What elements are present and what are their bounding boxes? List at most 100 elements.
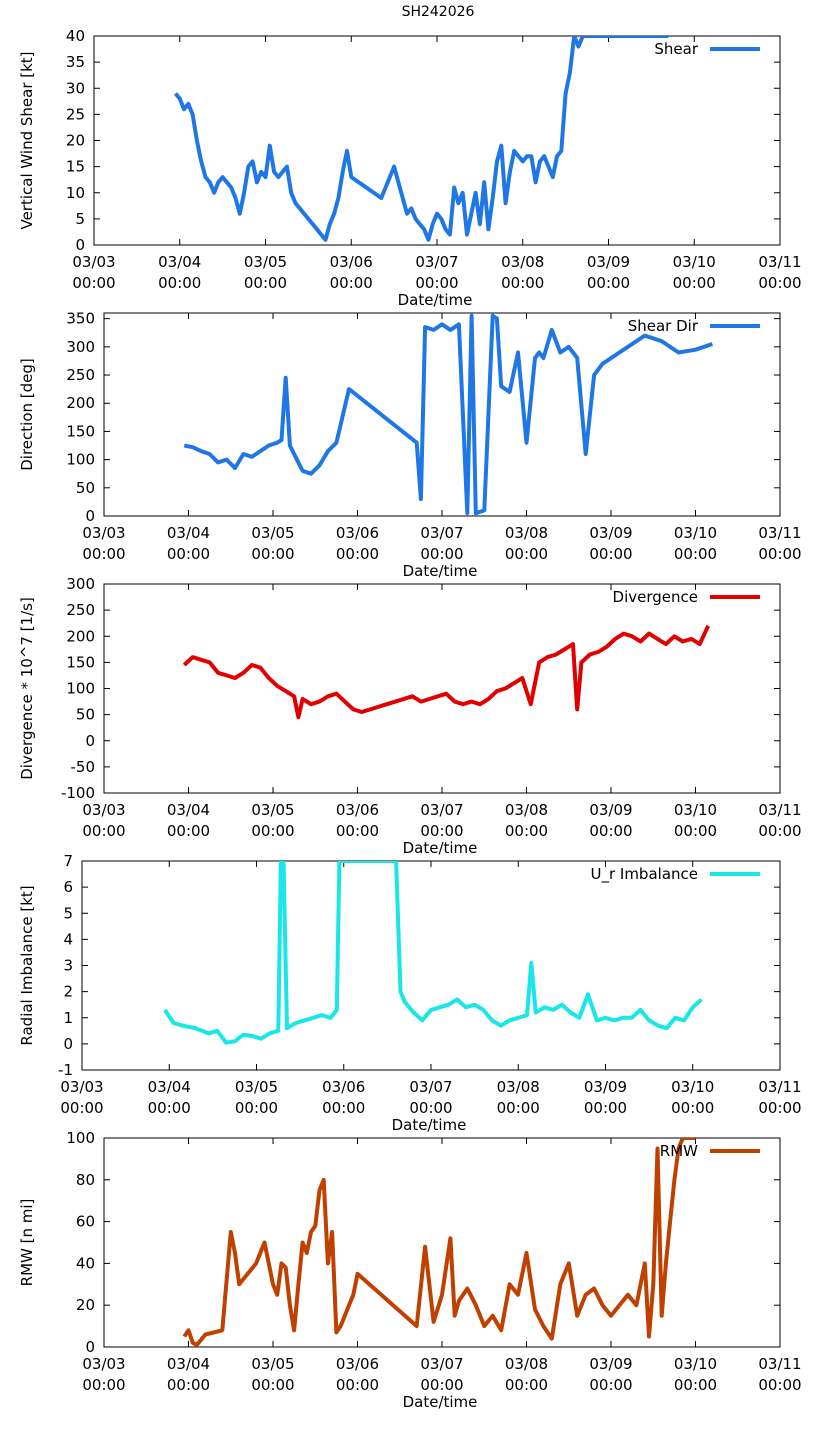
series-line bbox=[182, 1138, 696, 1347]
x-tick-label-time: 00:00 bbox=[589, 545, 632, 563]
x-tick-label-date: 03/09 bbox=[589, 801, 632, 819]
x-tick-label-date: 03/09 bbox=[584, 1078, 627, 1096]
x-tick-label-date: 03/04 bbox=[148, 1078, 191, 1096]
legend-label: Shear Dir bbox=[628, 317, 699, 335]
x-tick-label-date: 03/05 bbox=[244, 253, 287, 271]
y-tick-label: 0 bbox=[85, 1338, 95, 1356]
y-tick-label: 20 bbox=[76, 1296, 95, 1314]
chart-panel-5: 0 20 40 60 80 100 03/03 00:00 03/04 00:00 03/05 00:… bbox=[18, 1129, 802, 1411]
x-tick-label-time: 00:00 bbox=[587, 274, 630, 292]
y-tick-label: 3 bbox=[63, 957, 73, 975]
y-tick-label: 250 bbox=[66, 366, 95, 384]
x-tick-label-time: 00:00 bbox=[167, 1376, 210, 1394]
y-tick-label: 20 bbox=[66, 132, 85, 150]
y-tick-label: 5 bbox=[63, 904, 73, 922]
x-tick-label-time: 00:00 bbox=[420, 545, 463, 563]
x-tick-label-time: 00:00 bbox=[336, 822, 379, 840]
y-tick-label: -100 bbox=[61, 784, 95, 802]
x-tick-label-date: 03/11 bbox=[758, 1355, 801, 1373]
y-tick-label: 4 bbox=[63, 930, 73, 948]
y-tick-label: 0 bbox=[85, 732, 95, 750]
chart-panel-4: -1 0 1 2 3 4 5 6 7 03/03 00:00 03/04 00:00 03/05 00:00… bbox=[18, 852, 802, 1134]
chart-panel-1: 0 5 10 15 20 25 30 35 40 03/03 00:00 03/04 00:00 03/0… bbox=[18, 27, 802, 309]
x-tick-label-time: 00:00 bbox=[167, 822, 210, 840]
x-axis-label: Date/time bbox=[403, 1393, 478, 1411]
x-tick-label-time: 00:00 bbox=[167, 545, 210, 563]
y-tick-label: 100 bbox=[66, 1129, 95, 1147]
x-tick-label-time: 00:00 bbox=[501, 274, 544, 292]
x-tick-label-time: 00:00 bbox=[336, 1376, 379, 1394]
y-tick-label: 200 bbox=[66, 394, 95, 412]
x-tick-label-time: 00:00 bbox=[82, 1376, 125, 1394]
x-tick-label-time: 00:00 bbox=[758, 1099, 801, 1117]
y-axis-label: Divergence * 10^7 [1/s] bbox=[18, 597, 36, 780]
y-tick-label: 0 bbox=[85, 507, 95, 525]
y-tick-label: 300 bbox=[66, 575, 95, 593]
legend-label: Divergence bbox=[613, 588, 698, 606]
series-line bbox=[183, 313, 714, 516]
x-tick-label-date: 03/11 bbox=[758, 801, 801, 819]
y-tick-label: 200 bbox=[66, 627, 95, 645]
x-tick-label-time: 00:00 bbox=[673, 274, 716, 292]
x-tick-label-time: 00:00 bbox=[589, 1376, 632, 1394]
x-tick-label-date: 03/03 bbox=[82, 524, 125, 542]
y-tick-label: 2 bbox=[63, 983, 73, 1001]
x-tick-label-time: 00:00 bbox=[72, 274, 115, 292]
x-tick-label-time: 00:00 bbox=[758, 545, 801, 563]
x-tick-label-date: 03/06 bbox=[322, 1078, 365, 1096]
chart-panel-2: 0 50 100 150 200 250 300 350 03/03 00:00 03/04 00:0… bbox=[18, 310, 802, 580]
y-tick-label: -1 bbox=[58, 1061, 73, 1079]
x-tick-label-date: 03/05 bbox=[235, 1078, 278, 1096]
x-tick-label-time: 00:00 bbox=[505, 545, 548, 563]
x-tick-label-date: 03/10 bbox=[674, 1355, 717, 1373]
x-tick-label-time: 00:00 bbox=[235, 1099, 278, 1117]
y-tick-label: 40 bbox=[76, 1254, 95, 1272]
x-tick-label-date: 03/04 bbox=[167, 1355, 210, 1373]
y-tick-label: -50 bbox=[71, 758, 96, 776]
x-tick-label-time: 00:00 bbox=[674, 822, 717, 840]
y-tick-label: 5 bbox=[75, 210, 85, 228]
x-tick-label-time: 00:00 bbox=[758, 1376, 801, 1394]
x-tick-label-date: 03/11 bbox=[758, 1078, 801, 1096]
x-tick-label-date: 03/08 bbox=[501, 253, 544, 271]
x-tick-label-date: 03/07 bbox=[420, 1355, 463, 1373]
legend-label: RMW bbox=[660, 1142, 698, 1160]
x-tick-label-date: 03/10 bbox=[673, 253, 716, 271]
y-tick-label: 25 bbox=[66, 105, 85, 123]
x-tick-label-date: 03/04 bbox=[167, 801, 210, 819]
x-tick-label-time: 00:00 bbox=[589, 822, 632, 840]
y-tick-label: 40 bbox=[66, 27, 85, 45]
x-tick-label-date: 03/08 bbox=[505, 1355, 548, 1373]
x-axis-label: Date/time bbox=[403, 839, 478, 857]
x-tick-label-date: 03/06 bbox=[336, 524, 379, 542]
plot-frame bbox=[103, 1137, 781, 1348]
legend-label: U_r Imbalance bbox=[590, 865, 698, 884]
x-tick-label-date: 03/05 bbox=[251, 1355, 294, 1373]
x-tick-label-date: 03/03 bbox=[82, 1355, 125, 1373]
y-axis-label: Direction [deg] bbox=[18, 358, 36, 471]
y-tick-label: 10 bbox=[66, 184, 85, 202]
x-tick-label-time: 00:00 bbox=[251, 822, 294, 840]
x-tick-label-date: 03/08 bbox=[505, 801, 548, 819]
x-tick-label-time: 00:00 bbox=[244, 274, 287, 292]
figure-title: SH242026 bbox=[402, 4, 475, 20]
x-tick-label-time: 00:00 bbox=[336, 545, 379, 563]
legend-label: Shear bbox=[654, 40, 698, 58]
series-line bbox=[182, 624, 711, 720]
x-tick-label-time: 00:00 bbox=[671, 1099, 714, 1117]
y-tick-label: 80 bbox=[76, 1171, 95, 1189]
plot-frame bbox=[103, 312, 781, 517]
x-tick-label-time: 00:00 bbox=[322, 1099, 365, 1117]
x-tick-label-date: 03/09 bbox=[587, 253, 630, 271]
x-tick-label-time: 00:00 bbox=[758, 822, 801, 840]
x-axis-label: Date/time bbox=[398, 291, 473, 309]
y-tick-label: 150 bbox=[66, 422, 95, 440]
x-tick-label-time: 00:00 bbox=[674, 545, 717, 563]
x-tick-label-time: 00:00 bbox=[158, 274, 201, 292]
y-tick-label: 30 bbox=[66, 79, 85, 97]
x-tick-label-time: 00:00 bbox=[251, 545, 294, 563]
x-tick-label-date: 03/07 bbox=[420, 801, 463, 819]
x-tick-label-time: 00:00 bbox=[505, 1376, 548, 1394]
x-tick-label-time: 00:00 bbox=[82, 545, 125, 563]
